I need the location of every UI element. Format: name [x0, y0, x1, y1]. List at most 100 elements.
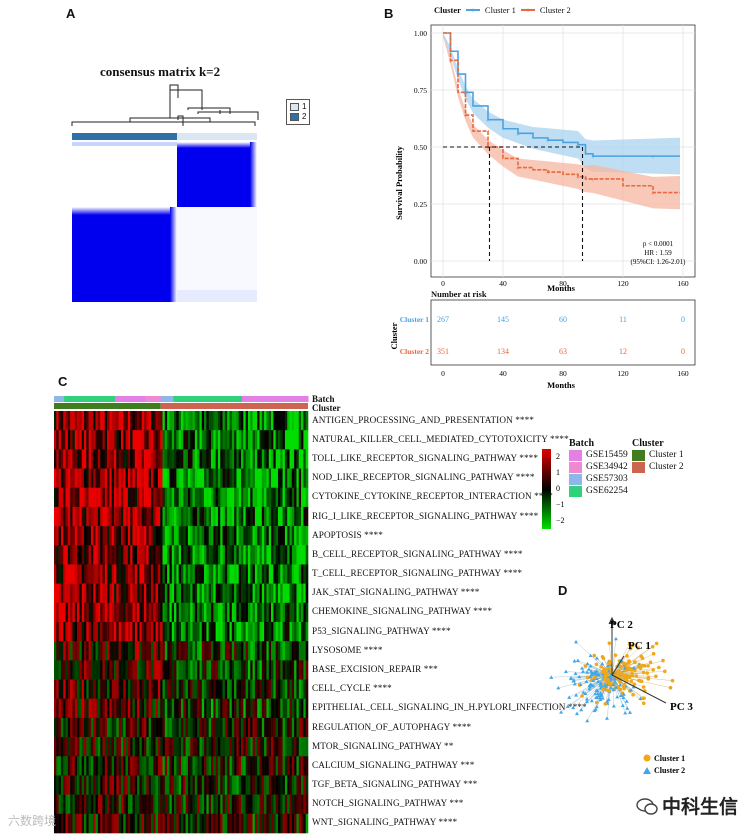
heat-cell [277, 449, 281, 469]
heat-cell [236, 794, 240, 815]
heat-cell [148, 468, 152, 489]
heat-cell [60, 583, 64, 604]
heat-cell [181, 430, 184, 450]
heat-cell [56, 737, 59, 757]
heat-cell [245, 430, 249, 450]
heat-cell [79, 602, 83, 623]
heat-cell [130, 679, 133, 700]
pca-point-c2 [606, 697, 611, 702]
heat-cell [289, 449, 293, 469]
heat-cell [104, 449, 108, 469]
heat-cell [104, 506, 108, 527]
heat-cell [217, 794, 221, 815]
heat-cell [116, 660, 119, 680]
pca-point-c1 [603, 702, 608, 706]
heat-cell [236, 487, 240, 508]
pca-point-c1 [606, 677, 610, 682]
heat-cell [141, 564, 145, 584]
heat-cell [213, 794, 216, 815]
heat-cell [164, 698, 168, 719]
heat-cell [174, 794, 177, 815]
heat-cell [197, 794, 200, 815]
heat-cell [277, 526, 281, 546]
heat-cell [84, 526, 87, 546]
heat-cell [111, 660, 115, 680]
heat-cell [220, 679, 223, 700]
heat-cell [116, 794, 119, 815]
heat-cell [74, 698, 78, 719]
heat-cell [224, 506, 228, 527]
heat-cell [289, 487, 293, 508]
heat-cell [56, 794, 59, 815]
heat-cell [254, 794, 258, 815]
heat-cell [58, 468, 62, 489]
heat-cell [157, 698, 161, 719]
heat-cell [222, 775, 226, 795]
heat-cell [120, 564, 124, 584]
heat-cell [176, 622, 179, 642]
heat-cell [301, 602, 304, 623]
pathway-label: TGF_BETA_SIGNALING_PATHWAY *** [312, 779, 478, 790]
heat-cell [120, 430, 124, 450]
heat-cell [234, 602, 237, 623]
heat-cell [146, 430, 149, 450]
pca-point-c1 [613, 653, 618, 657]
heat-cell [150, 641, 154, 661]
heat-cell [88, 813, 92, 834]
pca-point-c1 [624, 662, 628, 667]
heat-cell [268, 583, 272, 604]
heat-cell [178, 526, 182, 546]
batch-legend: Batch GSE15459 GSE34942 GSE57303 GSE6225… [569, 438, 628, 497]
heat-cell [227, 526, 230, 546]
heat-cell [259, 698, 263, 719]
pca-point-c2 [588, 663, 593, 668]
heat-cell [114, 813, 117, 834]
heat-cell [187, 775, 191, 795]
heat-cell [264, 794, 267, 815]
heat-cell [305, 487, 309, 508]
heat-cell [301, 775, 304, 795]
risk-value: 60 [559, 315, 567, 324]
heat-cell [204, 411, 207, 431]
heat-cell [208, 545, 212, 565]
heat-cell [183, 775, 186, 795]
pca-point-c2 [567, 695, 572, 699]
heat-cell [238, 583, 242, 604]
heat-cell [234, 698, 237, 719]
heat-cell [247, 641, 251, 661]
heat-cell [148, 813, 152, 834]
heat-cell [271, 583, 274, 604]
pca-point-c1 [621, 684, 626, 689]
heat-cell [301, 430, 304, 450]
heat-cell [187, 430, 191, 450]
heat-cell [118, 449, 122, 469]
heat-cell [155, 622, 159, 642]
heat-cell [157, 506, 161, 527]
heat-cell [107, 487, 110, 508]
heat-cell [120, 487, 124, 508]
heat-cell [97, 487, 101, 508]
heat-cell [109, 717, 113, 738]
heat-cell [289, 622, 293, 642]
heat-cell [227, 679, 230, 700]
heat-cell [141, 411, 145, 431]
pathway-label: RIG_I_LIKE_RECEPTOR_SIGNALING_PATHWAY **… [312, 510, 539, 521]
heat-cell [162, 411, 166, 431]
pca-point-c2 [573, 671, 578, 676]
heat-cell [250, 813, 253, 834]
heat-cell [144, 756, 147, 776]
heat-cell [88, 545, 92, 565]
pca-point-c1 [641, 685, 646, 689]
heat-cell [141, 641, 145, 661]
heat-cell [56, 526, 59, 546]
heat-cell [54, 794, 57, 815]
heat-cell [125, 622, 129, 642]
heat-cell [185, 411, 189, 431]
heat-cell [257, 411, 260, 431]
heat-cell [67, 717, 71, 738]
heat-cell [111, 641, 115, 661]
heat-cell [97, 737, 101, 757]
heat-cell [305, 545, 309, 565]
batch-bar-segment [145, 396, 162, 402]
heat-cell [104, 756, 108, 776]
